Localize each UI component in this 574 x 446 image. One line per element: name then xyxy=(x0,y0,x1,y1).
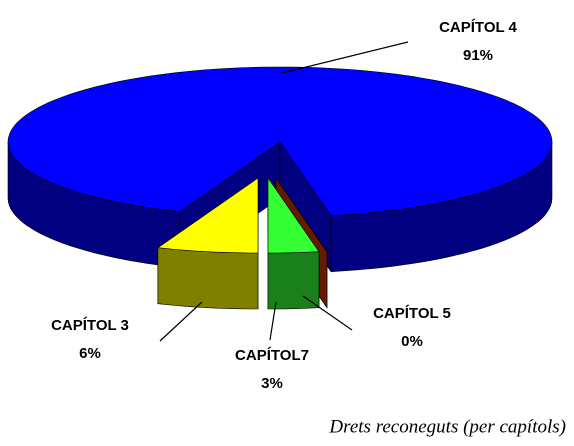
slice-side xyxy=(267,251,320,310)
slice-top xyxy=(267,177,320,254)
slice-label: CAPÍTOL 5 xyxy=(373,305,451,322)
leader-line xyxy=(302,295,353,331)
slice-label: CAPÍTOL 3 xyxy=(51,317,129,334)
leader-line xyxy=(281,41,409,74)
chart-title: Drets reconeguts (per capítols) xyxy=(328,416,566,437)
slice-label: CAPÍTOL 4 xyxy=(439,19,517,36)
slice-label: CAPÍTOL7 xyxy=(235,347,309,364)
leader-line xyxy=(159,301,203,342)
slice-value-label: 3% xyxy=(261,375,283,392)
slice-side xyxy=(157,247,259,310)
slice-value-label: 0% xyxy=(401,333,423,350)
slice-top xyxy=(157,177,259,254)
slice-value-label: 6% xyxy=(79,345,101,362)
leader-line xyxy=(269,301,277,341)
slice-top xyxy=(275,177,328,252)
slice-value-label: 91% xyxy=(463,47,493,64)
